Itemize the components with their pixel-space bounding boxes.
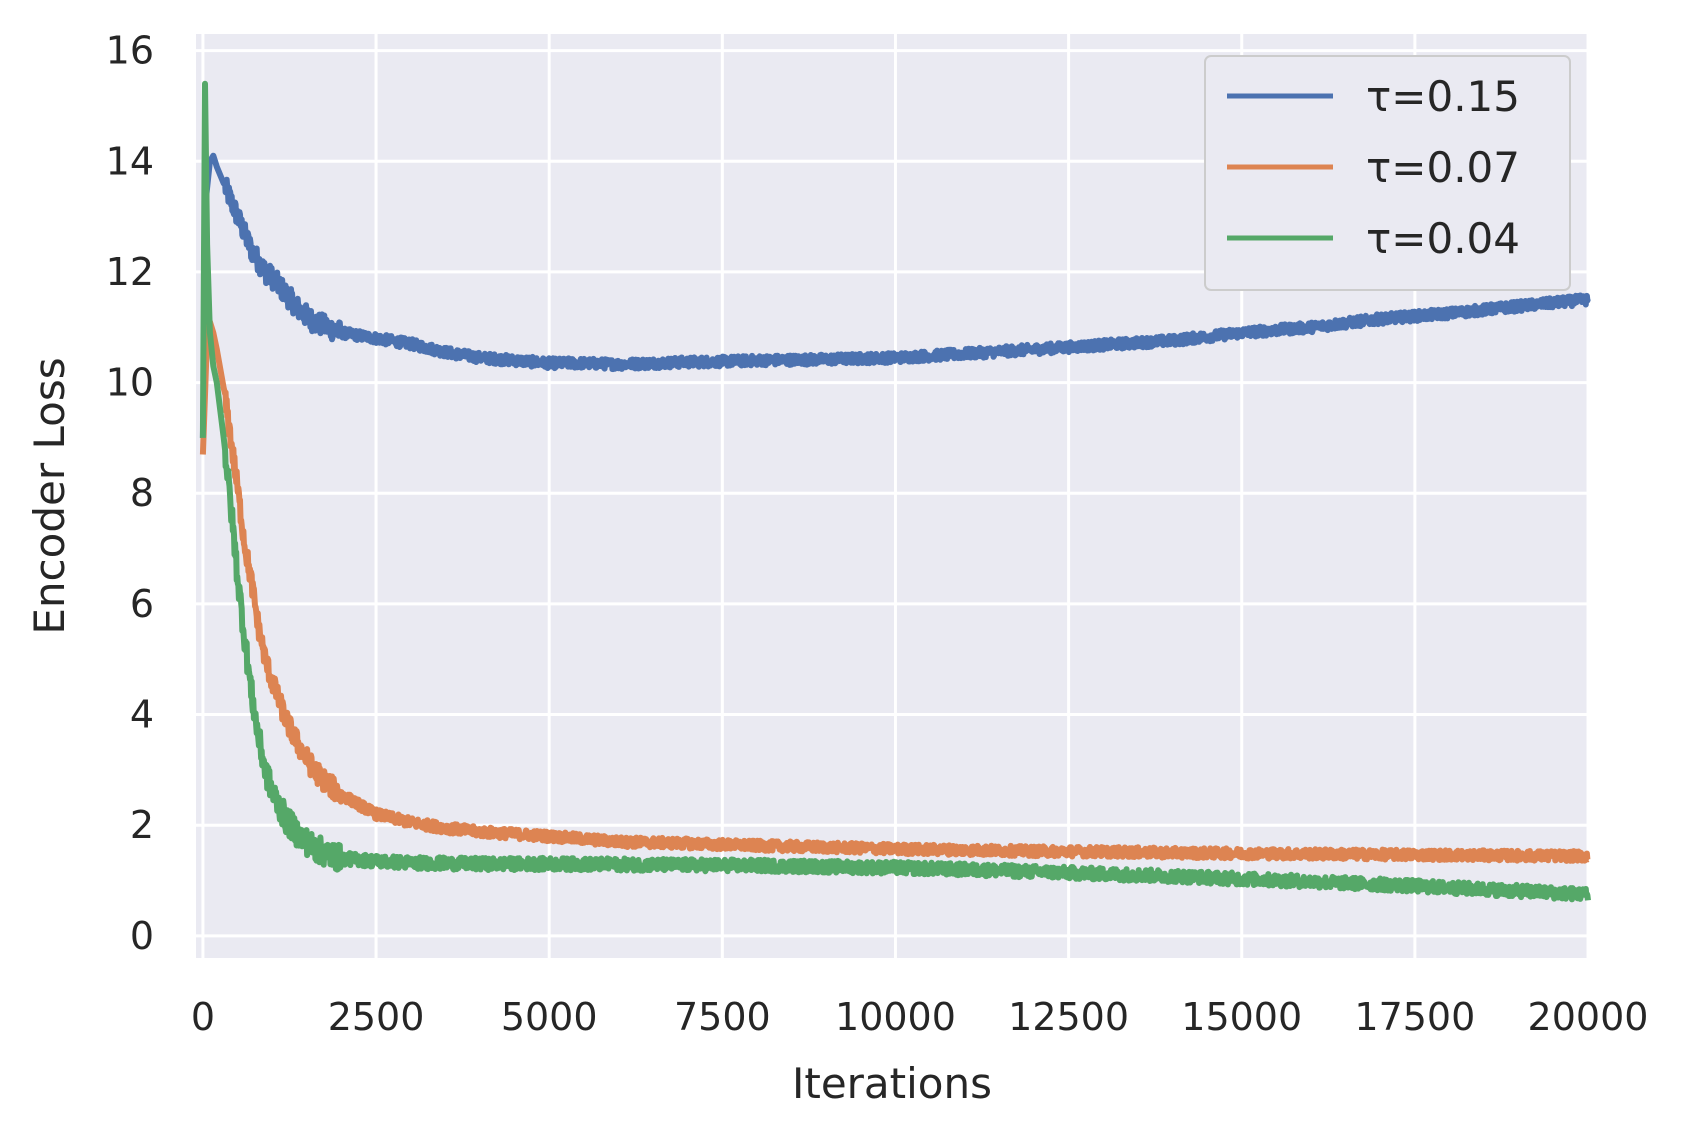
x-tick-label: 15000	[1181, 995, 1302, 1039]
x-tick-label: 17500	[1354, 995, 1475, 1039]
series-lines	[199, 80, 1591, 903]
legend-label: τ=0.07	[1366, 143, 1520, 192]
y-tick-label: 8	[130, 471, 154, 515]
y-axis-label: Encoder Loss	[25, 357, 74, 634]
y-tick-labels: 0 2 4 6 8 10 12 14 16	[106, 29, 154, 958]
legend-label: τ=0.04	[1366, 214, 1520, 263]
legend-label: τ=0.15	[1366, 72, 1520, 121]
x-tick-label: 5000	[501, 995, 598, 1039]
x-tick-label: 20000	[1528, 995, 1649, 1039]
y-tick-label: 12	[106, 250, 154, 294]
x-tick-labels: 0 2500 5000 7500 10000 12500 15000 17500 20000	[191, 995, 1649, 1039]
x-tick-label: 0	[191, 995, 215, 1039]
y-tick-label: 6	[130, 582, 154, 626]
y-tick-label: 2	[130, 803, 154, 847]
y-tick-label: 4	[130, 693, 154, 737]
x-tick-label: 10000	[835, 995, 956, 1039]
x-axis-label: Iterations	[792, 1059, 992, 1108]
y-tick-label: 16	[106, 29, 154, 73]
x-tick-label: 2500	[328, 995, 425, 1039]
legend: τ=0.15 τ=0.07 τ=0.04	[1204, 55, 1571, 291]
x-tick-label: 7500	[674, 995, 771, 1039]
legend-box	[1204, 55, 1571, 291]
y-tick-label: 14	[106, 139, 154, 183]
series-line	[199, 80, 1591, 903]
x-tick-label: 12500	[1008, 995, 1129, 1039]
y-tick-label: 0	[130, 914, 154, 958]
y-tick-label: 10	[106, 361, 154, 405]
series-line	[199, 318, 1591, 864]
series-line	[199, 152, 1591, 438]
